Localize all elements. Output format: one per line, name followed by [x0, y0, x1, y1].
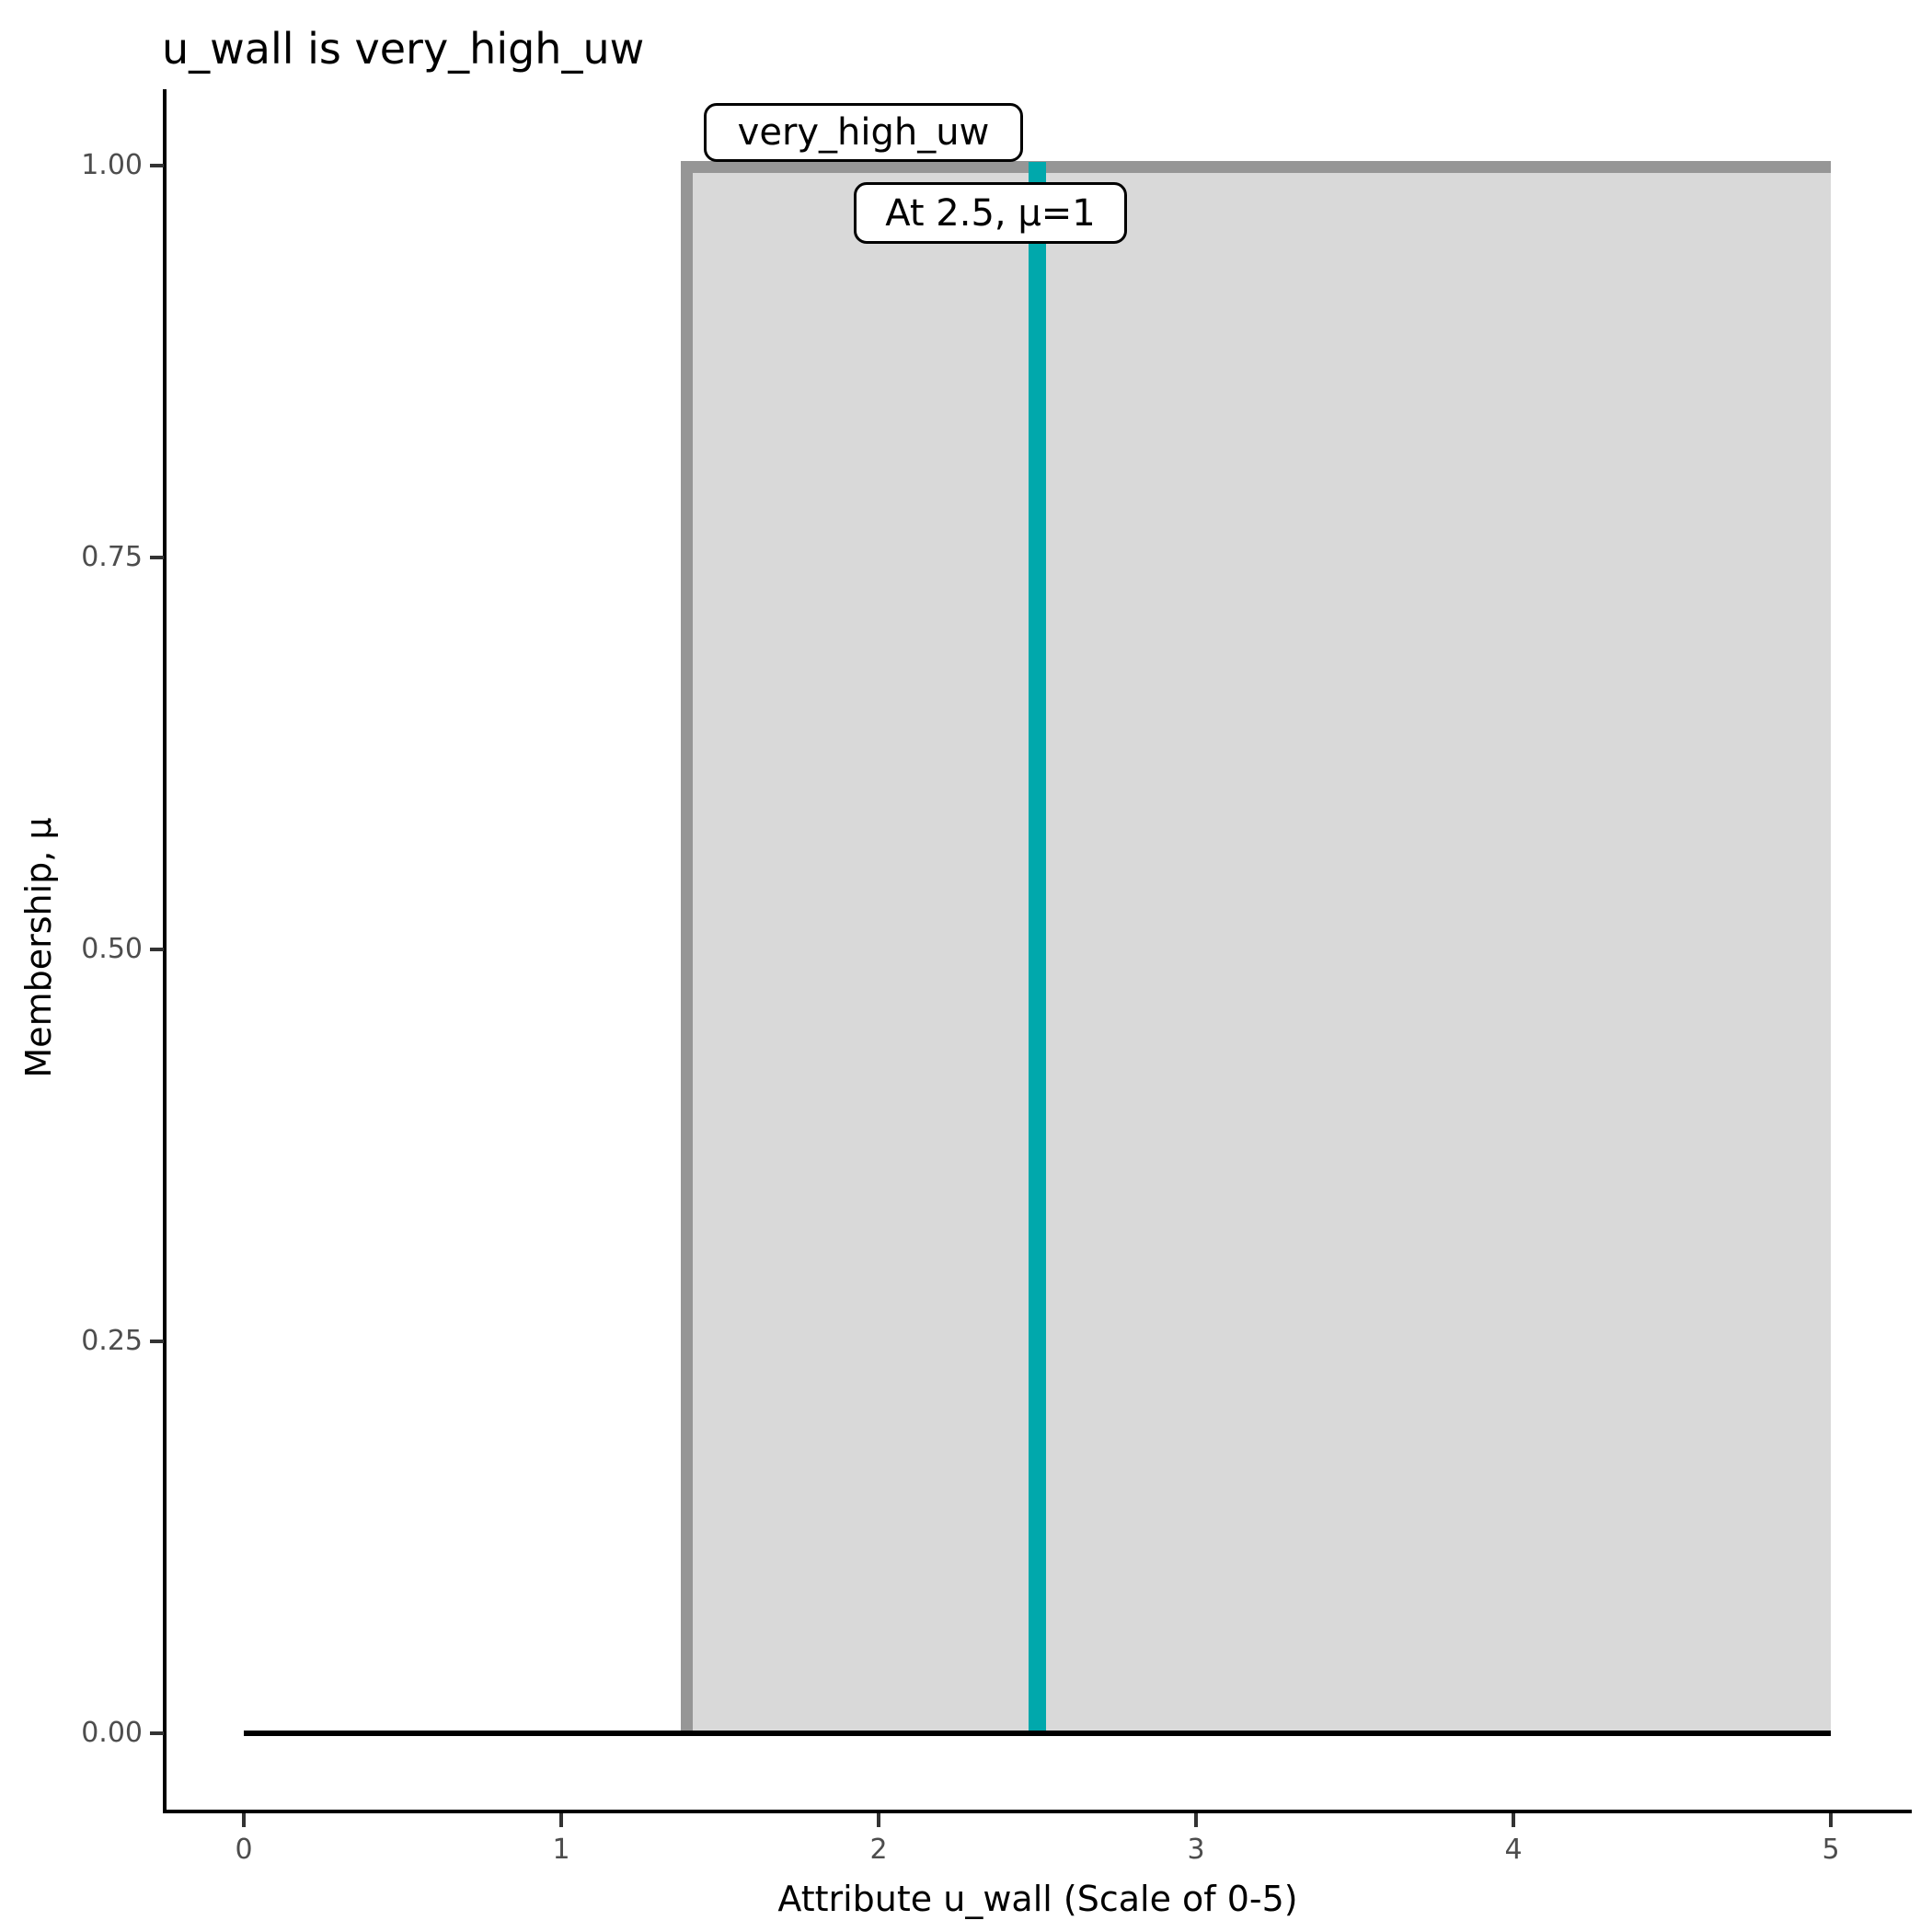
y-axis-title: Membership, μ — [18, 817, 59, 1078]
x-tick-mark — [1829, 1813, 1833, 1827]
x-tick-label: 1 — [552, 1834, 570, 1866]
y-tick-label: 0.25 — [81, 1325, 143, 1357]
query-label-box: At 2.5, μ=1 — [854, 182, 1127, 244]
x-tick-mark — [1512, 1813, 1515, 1827]
y-tick-mark — [150, 1340, 164, 1343]
set-label-box: very_high_uw — [704, 103, 1023, 162]
y-tick-mark — [150, 164, 164, 167]
chart-title: u_wall is very_high_uw — [162, 24, 645, 74]
y-tick-label: 0.75 — [81, 541, 143, 573]
y-tick-label: 0.00 — [81, 1717, 143, 1749]
x-tick-label: 5 — [1822, 1834, 1840, 1866]
membership-area-fill — [686, 167, 1831, 1733]
x-tick-mark — [559, 1813, 563, 1827]
y-tick-mark — [150, 948, 164, 951]
x-tick-label: 0 — [235, 1834, 253, 1866]
y-tick-mark — [150, 556, 164, 559]
query-label-text: At 2.5, μ=1 — [885, 191, 1096, 235]
x-tick-mark — [242, 1813, 246, 1827]
x-tick-mark — [1194, 1813, 1198, 1827]
x-tick-label: 2 — [869, 1834, 888, 1866]
y-tick-mark — [150, 1731, 164, 1735]
membership-baseline — [244, 1731, 1831, 1736]
set-label-text: very_high_uw — [737, 111, 990, 154]
membership-step-line-vertical — [681, 161, 693, 1733]
x-tick-mark — [877, 1813, 880, 1827]
x-tick-label: 4 — [1504, 1834, 1523, 1866]
membership-step-line-top — [681, 161, 1831, 173]
x-axis-line — [163, 1810, 1912, 1813]
query-vline — [1029, 162, 1046, 1733]
x-tick-label: 3 — [1187, 1834, 1205, 1866]
y-tick-label: 1.00 — [81, 149, 143, 181]
x-axis-title: Attribute u_wall (Scale of 0-5) — [777, 1879, 1298, 1919]
y-axis-line — [163, 89, 167, 1813]
y-tick-label: 0.50 — [81, 933, 143, 965]
